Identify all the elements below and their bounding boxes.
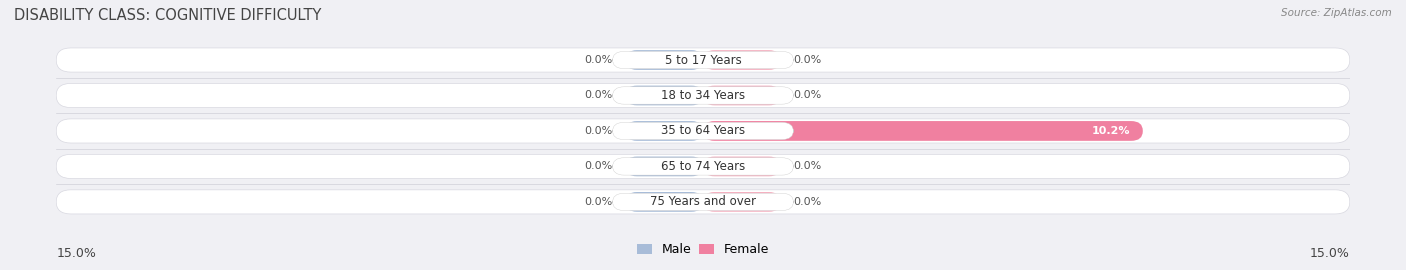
Text: 15.0%: 15.0% (1310, 247, 1350, 260)
FancyBboxPatch shape (613, 51, 793, 69)
Text: 0.0%: 0.0% (793, 90, 821, 100)
FancyBboxPatch shape (56, 48, 1350, 72)
Text: 0.0%: 0.0% (585, 90, 613, 100)
Text: 0.0%: 0.0% (585, 126, 613, 136)
Text: 35 to 64 Years: 35 to 64 Years (661, 124, 745, 137)
FancyBboxPatch shape (56, 190, 1350, 214)
FancyBboxPatch shape (626, 86, 703, 105)
FancyBboxPatch shape (613, 158, 793, 175)
FancyBboxPatch shape (56, 119, 1350, 143)
FancyBboxPatch shape (613, 122, 793, 140)
FancyBboxPatch shape (56, 154, 1350, 178)
Text: 65 to 74 Years: 65 to 74 Years (661, 160, 745, 173)
FancyBboxPatch shape (703, 121, 1143, 141)
Text: 5 to 17 Years: 5 to 17 Years (665, 53, 741, 66)
FancyBboxPatch shape (613, 87, 793, 104)
Text: 18 to 34 Years: 18 to 34 Years (661, 89, 745, 102)
FancyBboxPatch shape (626, 50, 703, 70)
Text: 0.0%: 0.0% (793, 197, 821, 207)
Legend: Male, Female: Male, Female (631, 238, 775, 261)
Text: 0.0%: 0.0% (793, 55, 821, 65)
FancyBboxPatch shape (626, 157, 703, 176)
FancyBboxPatch shape (626, 121, 703, 141)
FancyBboxPatch shape (703, 157, 780, 176)
FancyBboxPatch shape (703, 50, 780, 70)
FancyBboxPatch shape (703, 86, 780, 105)
Text: 10.2%: 10.2% (1091, 126, 1130, 136)
FancyBboxPatch shape (703, 192, 780, 212)
Text: 0.0%: 0.0% (585, 197, 613, 207)
Text: DISABILITY CLASS: COGNITIVE DIFFICULTY: DISABILITY CLASS: COGNITIVE DIFFICULTY (14, 8, 322, 23)
FancyBboxPatch shape (626, 192, 703, 212)
Text: 15.0%: 15.0% (56, 247, 96, 260)
Text: 75 Years and over: 75 Years and over (650, 195, 756, 208)
FancyBboxPatch shape (56, 83, 1350, 107)
Text: 0.0%: 0.0% (793, 161, 821, 171)
Text: 0.0%: 0.0% (585, 55, 613, 65)
Text: Source: ZipAtlas.com: Source: ZipAtlas.com (1281, 8, 1392, 18)
FancyBboxPatch shape (613, 193, 793, 211)
Text: 0.0%: 0.0% (585, 161, 613, 171)
